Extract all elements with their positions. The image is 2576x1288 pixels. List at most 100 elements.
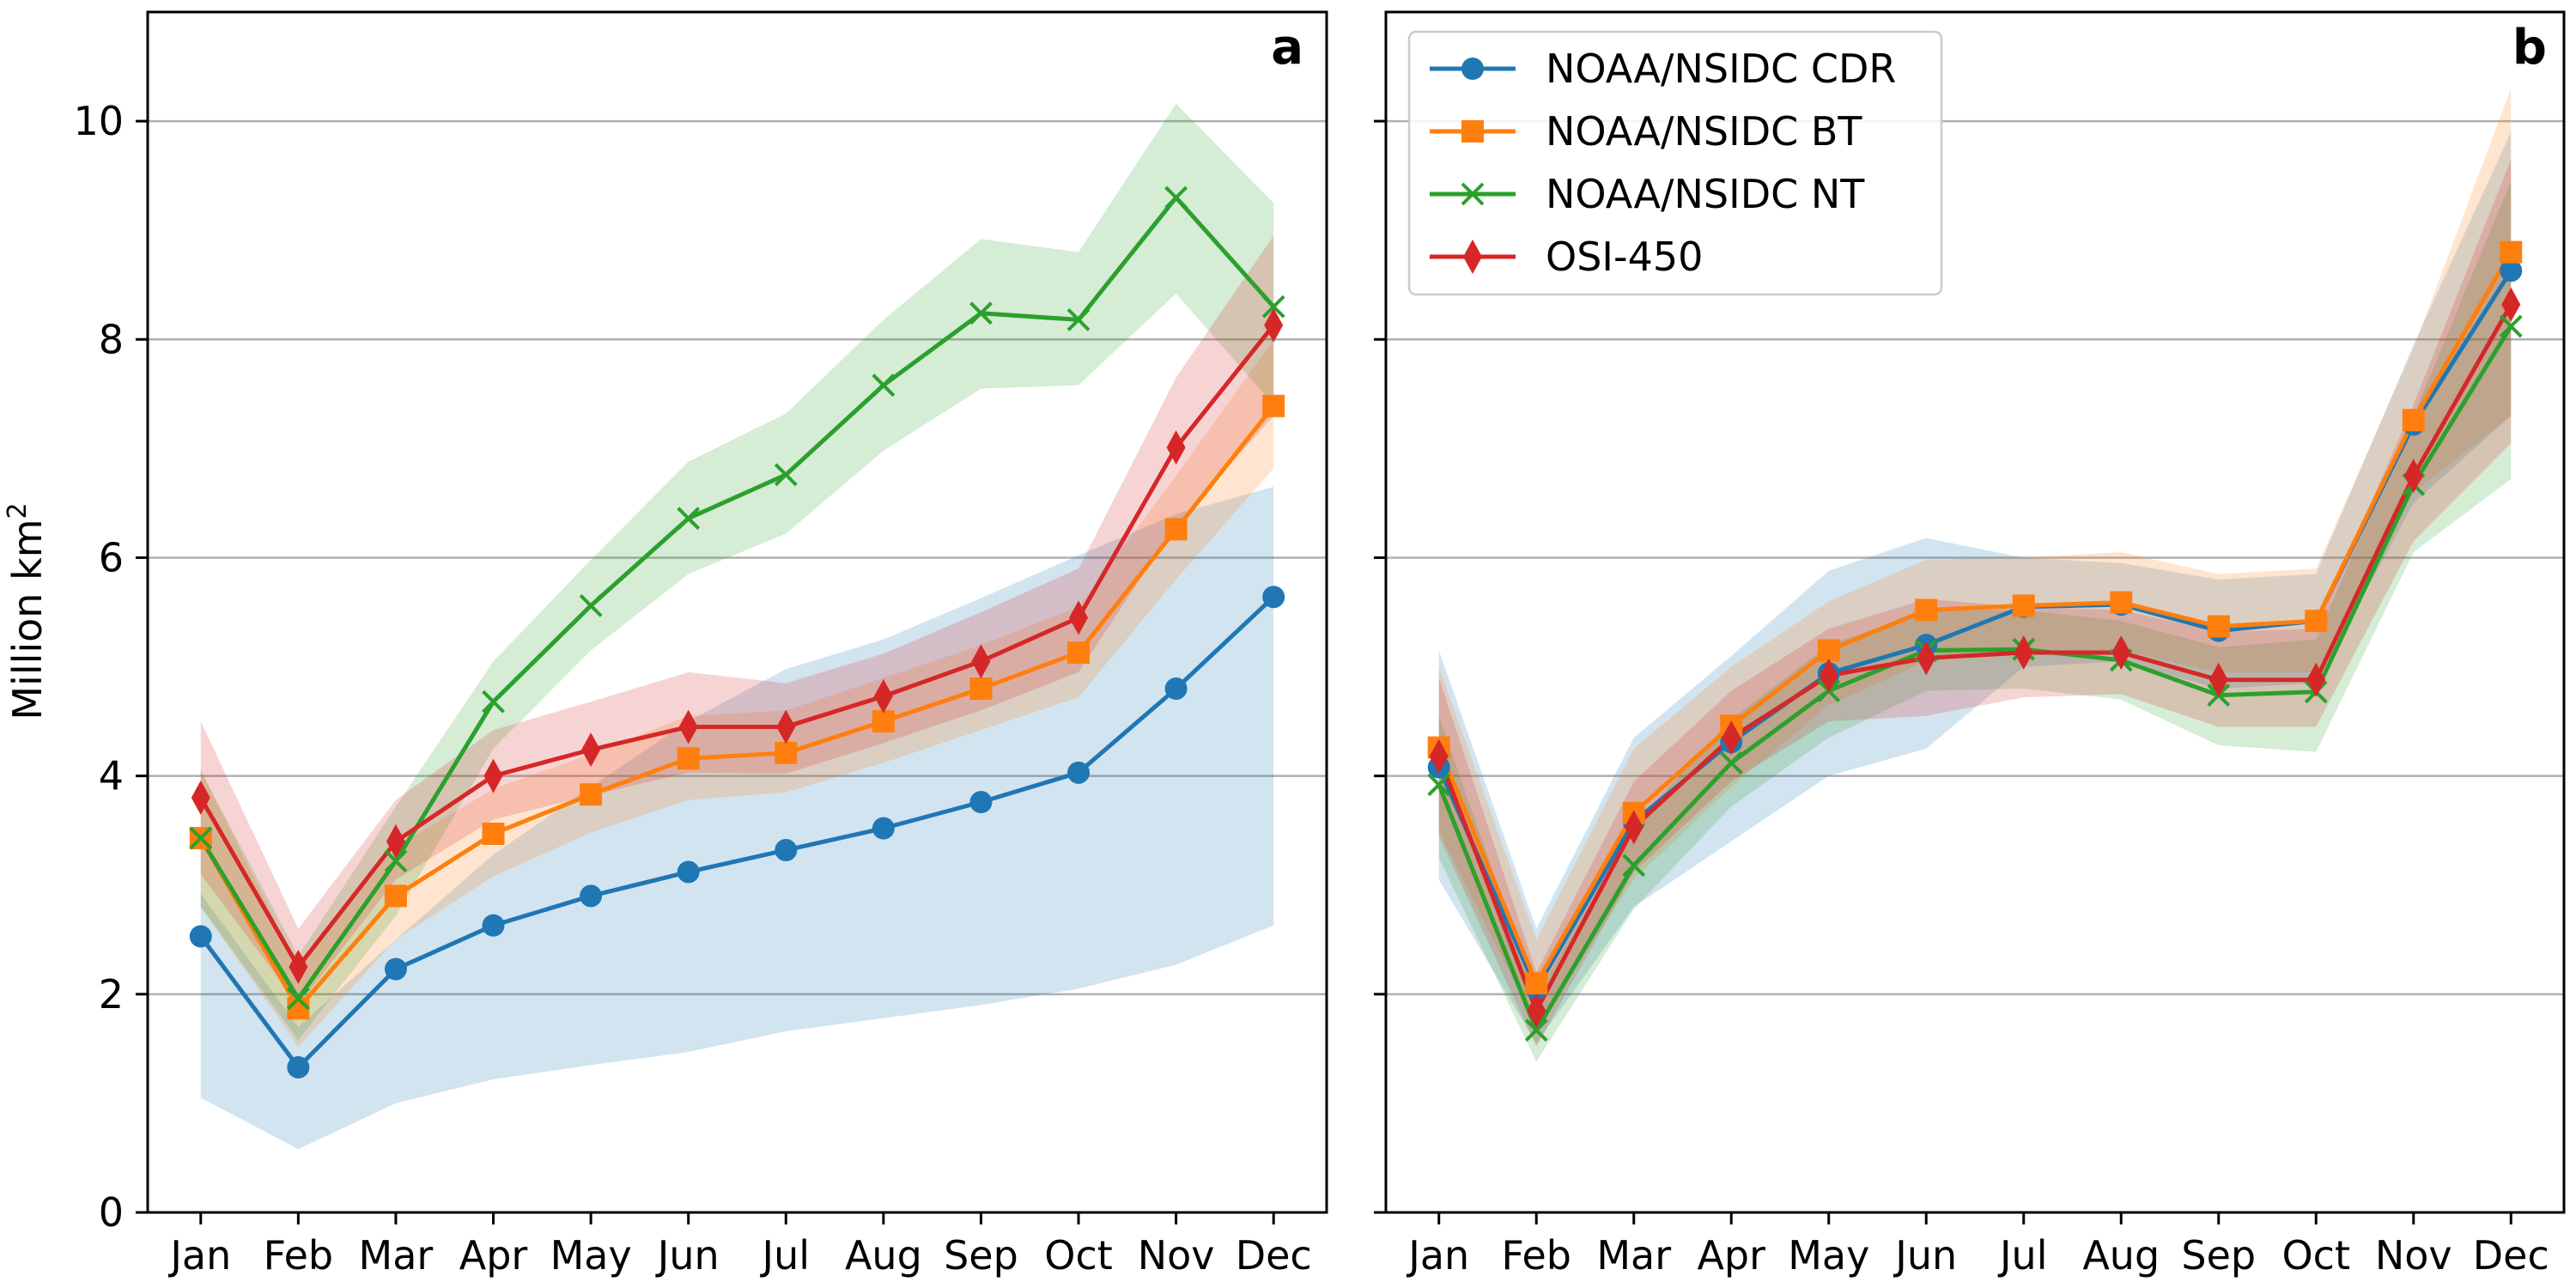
panel-a-x-tick-label: Nov [1138,1232,1215,1279]
panel-b-point-series-1-8 [2207,615,2230,638]
panel-b-axes: Jan Feb Mar Apr May Jun Jul Aug Sep Oct Nov Dec [1374,119,2549,1279]
panel-b-point-series-2-11 [2499,314,2523,338]
panel-a-point-series-0-0 [189,925,212,948]
legend-marker-swatch [1461,182,1485,206]
panel-a-point-series-2-2 [384,849,408,873]
panel-a-point-series-2-0 [189,826,213,850]
panel-a-y-tick-label: 8 [99,316,124,362]
panel-b-x-tick-label: Sep [2181,1232,2256,1279]
panel-b-frame [1384,10,2566,1214]
panel-a-point-series-3-0 [191,781,210,816]
panel-b-point-series-1-11 [2500,240,2523,264]
panel-a-point-series-2-5 [677,507,701,531]
panel-b-line-series-2 [1437,325,2513,1033]
legend-marker-swatch [1461,58,1484,80]
panel-a-point-series-2-7 [872,374,896,398]
panel-a-point-series-2-10 [1164,185,1188,210]
panel-a-point-series-0-2 [384,957,407,981]
panel-b-band-series-1 [1438,88,2512,1027]
panel-b-point-series-2-2 [1622,854,1646,878]
panel-a-point-series-3-6 [776,709,796,744]
panel-a-y-tick-label: 4 [99,753,124,799]
panel-a-point-series-1-2 [384,884,407,908]
panel-a-x-tick-label: Dec [1236,1232,1312,1279]
legend-label: OSI-450 [1546,234,1703,280]
panel-a-x-tick-label: Sep [944,1232,1018,1279]
panel-a-point-series-3-2 [386,823,405,859]
panel-a-point-series-3-4 [581,732,601,768]
panel-a-markers [189,185,1285,1078]
legend-item: NOAA/NSIDC NT [1430,171,1865,217]
panel-b-point-series-1-1 [1525,972,1548,995]
panel-a-line-series-0 [198,595,1275,1070]
panel-b-x-tick-label: Apr [1697,1232,1765,1279]
panel-a-letter: a [1271,20,1303,76]
legend-label: NOAA/NSIDC NT [1546,171,1865,217]
panel-a-point-series-0-9 [1067,761,1091,784]
panel-b-point-series-1-9 [2305,610,2328,633]
legend-marker-swatch [1463,240,1482,274]
panel-b-point-series-1-7 [2110,591,2133,614]
panel-a-point-series-3-1 [289,950,308,985]
panel-a-x-tick-label: Apr [459,1232,528,1279]
panel-a-frame [146,10,1328,1214]
panel-b-line-series-1 [1437,251,2513,986]
panel-b-grid [1386,119,2564,996]
panel-a-band-series-2 [200,103,1274,1041]
panel-b-point-series-3-5 [1917,641,1936,676]
legend-label: NOAA/NSIDC BT [1546,108,1862,155]
panel-a-point-series-1-3 [482,822,505,845]
panel-a-point-series-1-6 [775,741,798,764]
panel-b-point-series-2-1 [1524,1018,1548,1042]
panel-a-point-series-1-5 [677,747,700,770]
legend-marker-swatch [1461,120,1484,143]
panel-a-point-series-2-4 [579,593,603,617]
panel-a-point-series-1-9 [1067,641,1091,665]
panel-b-x-tick-label: Mar [1596,1232,1671,1279]
panel-a-point-series-1-4 [580,783,603,806]
panel-b-point-series-2-3 [1719,750,1743,775]
panel-b-point-series-3-0 [1429,738,1449,774]
panel-b: Jan Feb Mar Apr May Jun Jul Aug Sep Oct Nov Dec b N… [1374,10,2566,1279]
panel-a-point-series-2-1 [286,987,310,1011]
panel-b-x-tick-label: Feb [1502,1232,1571,1279]
panel-b-point-series-3-2 [1624,810,1643,845]
panel-a-point-series-3-8 [971,644,991,679]
panel-b-point-series-1-4 [1817,639,1840,662]
panel-b-band-series-2 [1438,180,2512,1062]
panel-b-line-series-3 [1437,303,2513,1013]
panel-a-point-series-3-11 [1264,307,1284,343]
panel-b-point-series-1-6 [2012,594,2035,617]
panel-b-point-series-1-5 [1915,598,1938,622]
panel-a-x-tick-label: Aug [845,1232,922,1279]
legend-item: OSI-450 [1430,234,1703,280]
panel-b-x-tick-label: Nov [2375,1232,2452,1279]
panel-b-x-tick-label: Jun [1893,1232,1957,1279]
panel-b-point-series-0-11 [2500,259,2523,283]
panel-a-point-series-0-3 [482,914,505,937]
panel-b-point-series-3-3 [1722,720,1741,756]
panel-b-point-series-3-6 [2014,635,2033,671]
panel-b-point-series-3-1 [1527,993,1546,1028]
panel-a-x-tick-label: Feb [264,1232,333,1279]
panel-b-x-tick-label: Aug [2082,1232,2160,1279]
panel-a-point-series-2-11 [1261,295,1285,319]
panel-a-point-series-2-8 [969,301,993,325]
panel-a-point-series-3-3 [483,758,503,793]
panel-a-x-tick-label: May [550,1232,632,1279]
panel-a-point-series-0-11 [1262,586,1285,609]
panel-a-point-series-0-5 [677,860,700,884]
legend: NOAA/NSIDC CDR NOAA/NSIDC BT NOAA/NSIDC NT… [1407,30,1943,296]
panel-a-point-series-2-6 [774,463,798,487]
panel-a-line-series-3 [198,324,1276,969]
panel-b-point-series-2-0 [1427,773,1451,797]
panel-b-point-series-3-8 [2208,662,2228,697]
panel-b-point-series-3-11 [2501,287,2521,322]
panel-b-letter: b [2512,20,2547,76]
panel-a-line-series-1 [198,404,1276,1011]
panel-a-grid [148,119,1327,996]
panel-a-point-series-1-7 [872,710,895,733]
panel-a-point-series-2-3 [482,690,505,714]
panel-a-point-series-0-6 [775,839,798,862]
panel-b-x-tick-label: Dec [2473,1232,2549,1279]
